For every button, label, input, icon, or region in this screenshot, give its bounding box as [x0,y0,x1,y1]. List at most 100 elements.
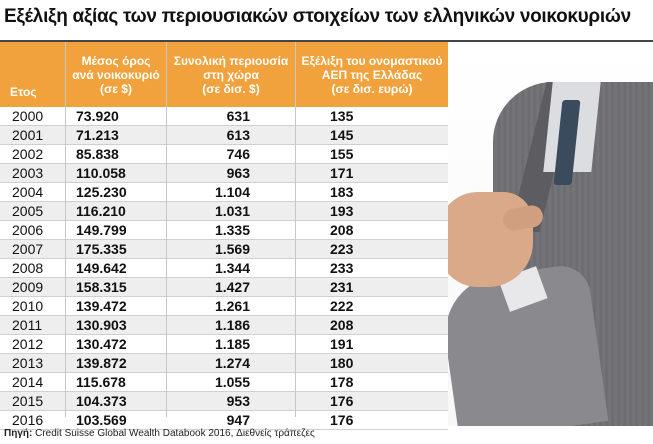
cell-year: 2005 [12,203,44,219]
table-row: 2004 125.230 1.104 183 [0,183,448,202]
cell-avg: 104.373 [76,393,127,409]
source-note: Πηγή: Credit Suisse Global Wealth Databo… [4,428,315,439]
cell-total: 1.185 [214,336,250,352]
cell-year: 2004 [12,184,44,200]
cell-year: 2013 [12,355,44,371]
cell-gdp: 193 [330,203,354,219]
cell-year: 2011 [12,317,43,333]
cell-year: 2007 [12,241,44,257]
cell-avg: 130.472 [76,336,127,352]
businessman-phone-photo [448,42,653,426]
table-row: 2016 103.569 947 176 [0,411,448,430]
cell-year: 2006 [12,222,44,238]
cell-total: 1.344 [214,260,250,276]
cell-gdp: 176 [330,412,354,428]
cell-avg: 130.903 [76,317,127,333]
cell-year: 2001 [12,127,44,143]
cell-avg: 116.210 [76,203,126,219]
header-gdp: Εξέλιξη του ονομαστικού ΑΕΠ της Ελλάδας … [301,53,443,96]
column-divider [65,42,66,417]
cell-year: 2000 [12,108,44,124]
table-row: 2013 139.872 1.274 180 [0,354,448,373]
table-row: 2005 116.210 1.031 193 [0,202,448,221]
cell-gdp: 176 [330,393,354,409]
cell-avg: 139.872 [76,355,127,371]
cell-total: 1.335 [214,222,250,238]
cell-gdp: 191 [330,336,354,352]
cell-total: 1.261 [214,298,250,314]
cell-total: 631 [226,108,250,124]
table-header: Ετος Μέσος όρος ανά νοικοκυριό (σε $) Συ… [0,42,448,107]
cell-total: 1.104 [214,184,250,200]
cell-total: 1.427 [214,279,250,295]
table-row: 2007 175.335 1.569 223 [0,240,448,259]
table-row: 2009 158.315 1.427 231 [0,278,448,297]
table-row: 2014 115.678 1.055 178 [0,373,448,392]
cell-avg: 71.213 [76,127,119,143]
cell-avg: 115.678 [76,374,126,390]
cell-gdp: 208 [330,317,354,333]
chart-title: Εξέλιξη αξίας των περιουσιακών στοιχείων… [4,6,631,27]
cell-year: 2002 [12,146,44,162]
cell-year: 2014 [12,374,44,390]
source-label: Πηγή: [4,428,33,439]
cell-gdp: 233 [330,260,354,276]
cell-gdp: 171 [330,165,354,181]
cell-total: 963 [226,165,250,181]
table-row: 2003 110.058 963 171 [0,164,448,183]
cell-avg: 139.472 [76,298,127,314]
cell-avg: 149.799 [76,222,127,238]
cell-total: 1.031 [214,203,250,219]
cell-avg: 149.642 [76,260,127,276]
data-table: Ετος Μέσος όρος ανά νοικοκυριό (σε $) Συ… [0,42,448,430]
table-row: 2000 73.920 631 135 [0,107,448,126]
table-body: 2000 73.920 631 135 2001 71.213 613 145 2002 85.8… [0,107,448,430]
cell-gdp: 145 [330,127,354,143]
header-avg: Μέσος όρος ανά νοικοκυριό (σε $) [72,53,160,96]
table-row: 2002 85.838 746 155 [0,145,448,164]
cell-total: 746 [226,146,250,162]
column-divider [166,42,167,417]
table-row: 2015 104.373 953 176 [0,392,448,411]
table-row: 2012 130.472 1.185 191 [0,335,448,354]
cell-year: 2016 [12,412,44,428]
column-divider [295,42,296,417]
cell-year: 2012 [12,336,44,352]
cell-total: 613 [226,127,250,143]
cell-avg: 110.058 [76,165,126,181]
source-text: Credit Suisse Global Wealth Databook 201… [35,428,315,439]
cell-avg: 125.230 [76,184,127,200]
cell-year: 2009 [12,279,44,295]
cell-gdp: 135 [330,108,354,124]
table-row: 2008 149.642 1.344 233 [0,259,448,278]
cell-gdp: 222 [330,298,354,314]
cell-total: 1.274 [214,355,250,371]
cell-avg: 158.315 [76,279,127,295]
cell-year: 2010 [12,298,44,314]
title-rule [0,40,653,42]
cell-avg: 85.838 [76,146,119,162]
cell-year: 2003 [12,165,44,181]
cell-year: 2015 [12,393,44,409]
cell-total: 1.186 [214,317,250,333]
cell-total: 1.569 [214,241,250,257]
cell-gdp: 180 [330,355,354,371]
cell-avg: 73.920 [76,108,119,124]
header-year: Ετος [10,85,37,99]
cell-gdp: 231 [330,279,354,295]
table-row: 2001 71.213 613 145 [0,126,448,145]
cell-gdp: 208 [330,222,354,238]
cell-total: 953 [226,393,250,409]
cell-avg: 175.335 [76,241,127,257]
cell-gdp: 183 [330,184,354,200]
cell-gdp: 223 [330,241,354,257]
cell-total: 947 [226,412,250,428]
table-row: 2011 130.903 1.186 208 [0,316,448,335]
cell-gdp: 155 [330,146,354,162]
table-row: 2006 149.799 1.335 208 [0,221,448,240]
header-total: Συνολική περιουσία στη χώρα (σε δισ. $) [173,53,289,96]
table-row: 2010 139.472 1.261 222 [0,297,448,316]
cell-year: 2008 [12,260,44,276]
cell-gdp: 178 [330,374,354,390]
cell-avg: 103.569 [76,412,127,428]
